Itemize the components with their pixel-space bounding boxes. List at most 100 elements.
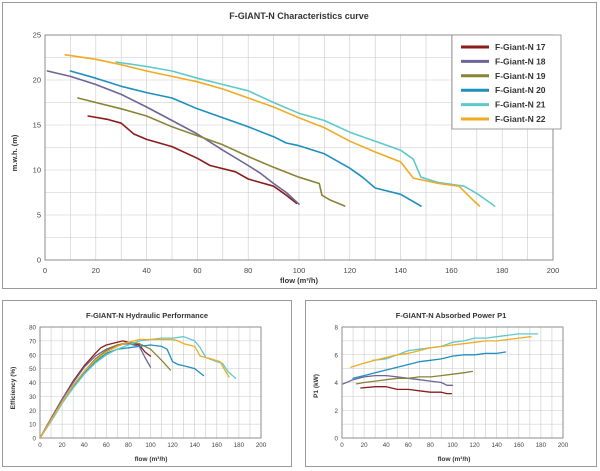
series-line-f-giant-n-19 <box>77 97 346 207</box>
x-tick-label: 120 <box>344 266 357 275</box>
series-line-f-giant-n-20 <box>69 70 422 207</box>
x-tick-label: 200 <box>558 442 569 449</box>
x-tick-label: 160 <box>212 442 223 449</box>
y-tick-label: 2 <box>335 408 339 415</box>
x-tick-label: 40 <box>142 266 150 275</box>
efficiency-ticks: 0 20 40 60 80 100 120 140 160 180 200 0 10 20 30 40 50 60… <box>29 325 267 450</box>
x-tick-label: 60 <box>193 266 201 275</box>
y-tick-label: 15 <box>33 121 41 130</box>
y-tick-label: 70 <box>29 338 36 345</box>
y-tick-label: 0 <box>37 256 41 265</box>
x-tick-label: 20 <box>92 266 100 275</box>
series-line-f-giant-n-20 <box>352 351 507 379</box>
series-line-f-giant-n-17 <box>87 115 298 205</box>
legend: F-Giant-N 17 F-Giant-N 18 F-Giant-N 19 F-Gi… <box>451 34 562 130</box>
series-line-f-giant-n-22 <box>350 336 532 368</box>
y-tick-label: 20 <box>33 76 41 85</box>
y-tick-label: 50 <box>29 366 36 373</box>
x-tick-label: 120 <box>167 442 178 449</box>
legend-box <box>451 34 562 130</box>
x-tick-label: 60 <box>405 442 412 449</box>
y-tick-label: 80 <box>29 325 36 332</box>
x-tick-label: 0 <box>43 266 47 275</box>
y-tick-label: 4 <box>335 380 339 387</box>
y-tick-label: 25 <box>33 31 41 40</box>
absorbed-power-panel: F-GIANT-N Absorbed Power P1 0 20 40 60 80 100… <box>305 300 597 467</box>
x-tick-label: 0 <box>38 442 42 449</box>
y-tick-label: 6 <box>335 352 339 359</box>
y-tick-label: 0 <box>33 436 37 443</box>
characteristics-chart: F-GIANT-N Characteristics curve 0 20 40 60 8… <box>10 11 562 285</box>
legend-label: F-Giant-N 21 <box>495 100 546 110</box>
x-tick-label: 80 <box>244 266 252 275</box>
power-x-label: flow (m³/h) <box>438 456 471 463</box>
x-tick-label: 200 <box>256 442 267 449</box>
plot-frame <box>341 326 564 439</box>
x-tick-label: 20 <box>361 442 368 449</box>
series-line-f-giant-n-17 <box>360 386 453 395</box>
series-line-f-giant-n-19 <box>355 370 474 385</box>
series-line-f-giant-n-21 <box>372 333 539 361</box>
y-tick-label: 8 <box>335 325 339 332</box>
efficiency-series <box>39 336 237 439</box>
x-tick-label: 140 <box>190 442 201 449</box>
y-tick-label: 40 <box>29 380 36 387</box>
plot-frame <box>44 34 554 261</box>
characteristics-series <box>46 54 496 207</box>
characteristics-panel: F-GIANT-N Characteristics curve 0 20 40 60 8… <box>2 2 597 289</box>
hydraulic-performance-panel: F-GIANT-N Hydraulic Performance 0 20 40 60 8… <box>2 300 292 467</box>
x-tick-label: 80 <box>427 442 434 449</box>
legend-label: F-Giant-N 18 <box>495 56 546 66</box>
x-tick-label: 60 <box>103 442 110 449</box>
efficiency-y-label: Efficiency (%) <box>10 367 17 410</box>
x-tick-label: 140 <box>394 266 407 275</box>
y-tick-label: 10 <box>33 166 41 175</box>
x-tick-label: 80 <box>125 442 132 449</box>
power-ticks: 0 20 40 60 80 100 120 140 160 180 200 0 2 4 6 8 <box>335 325 569 450</box>
y-tick-label: 10 <box>29 422 36 429</box>
y-tick-label: 5 <box>37 211 41 220</box>
legend-label: F-Giant-N 20 <box>495 85 546 95</box>
characteristics-title: F-GIANT-N Characteristics curve <box>229 11 369 21</box>
x-tick-label: 20 <box>59 442 66 449</box>
efficiency-x-label: flow (m³/h) <box>135 456 168 463</box>
x-tick-label: 160 <box>445 266 458 275</box>
power-series <box>342 333 539 395</box>
x-tick-label: 40 <box>383 442 390 449</box>
absorbed-power-chart: F-GIANT-N Absorbed Power P1 0 20 40 60 80 100… <box>313 311 569 463</box>
x-tick-label: 0 <box>340 442 344 449</box>
x-tick-label: 180 <box>496 266 509 275</box>
x-tick-label: 180 <box>234 442 245 449</box>
x-tick-label: 180 <box>536 442 547 449</box>
x-tick-label: 100 <box>447 442 458 449</box>
hydraulic-performance-chart: F-GIANT-N Hydraulic Performance 0 20 40 60 8… <box>10 311 267 463</box>
absorbed-power-title: F-GIANT-N Absorbed Power P1 <box>396 311 507 320</box>
x-tick-label: 100 <box>293 266 306 275</box>
y-tick-label: 60 <box>29 352 36 359</box>
legend-label: F-Giant-N 19 <box>495 71 546 81</box>
characteristics-ticks: 0 20 40 60 80 100 120 140 160 180 200 0 5 10 15 20 25 <box>33 31 560 276</box>
y-tick-label: 30 <box>29 394 36 401</box>
x-tick-label: 140 <box>492 442 503 449</box>
power-grid <box>341 326 564 439</box>
series-line-f-giant-n-21 <box>115 61 496 207</box>
legend-label: F-Giant-N 17 <box>495 42 546 52</box>
characteristics-y-label: m.w.h. (m) <box>10 134 19 171</box>
x-tick-label: 200 <box>547 266 560 275</box>
series-line-f-giant-n-18 <box>342 374 454 386</box>
x-tick-label: 100 <box>145 442 156 449</box>
x-tick-label: 160 <box>514 442 525 449</box>
series-line-f-giant-n-22 <box>39 338 230 439</box>
y-tick-label: 0 <box>335 436 339 443</box>
series-line-f-giant-n-22 <box>64 54 481 207</box>
series-line-f-giant-n-18 <box>39 343 152 439</box>
y-tick-label: 20 <box>29 408 36 415</box>
x-tick-label: 40 <box>81 442 88 449</box>
series-line-f-giant-n-18 <box>46 70 300 205</box>
power-y-label: P1 (kW) <box>313 374 320 398</box>
plot-frame <box>39 326 262 439</box>
hydraulic-performance-title: F-GIANT-N Hydraulic Performance <box>86 311 208 320</box>
characteristics-x-label: flow (m³/h) <box>280 276 318 285</box>
legend-label: F-Giant-N 22 <box>495 114 546 124</box>
